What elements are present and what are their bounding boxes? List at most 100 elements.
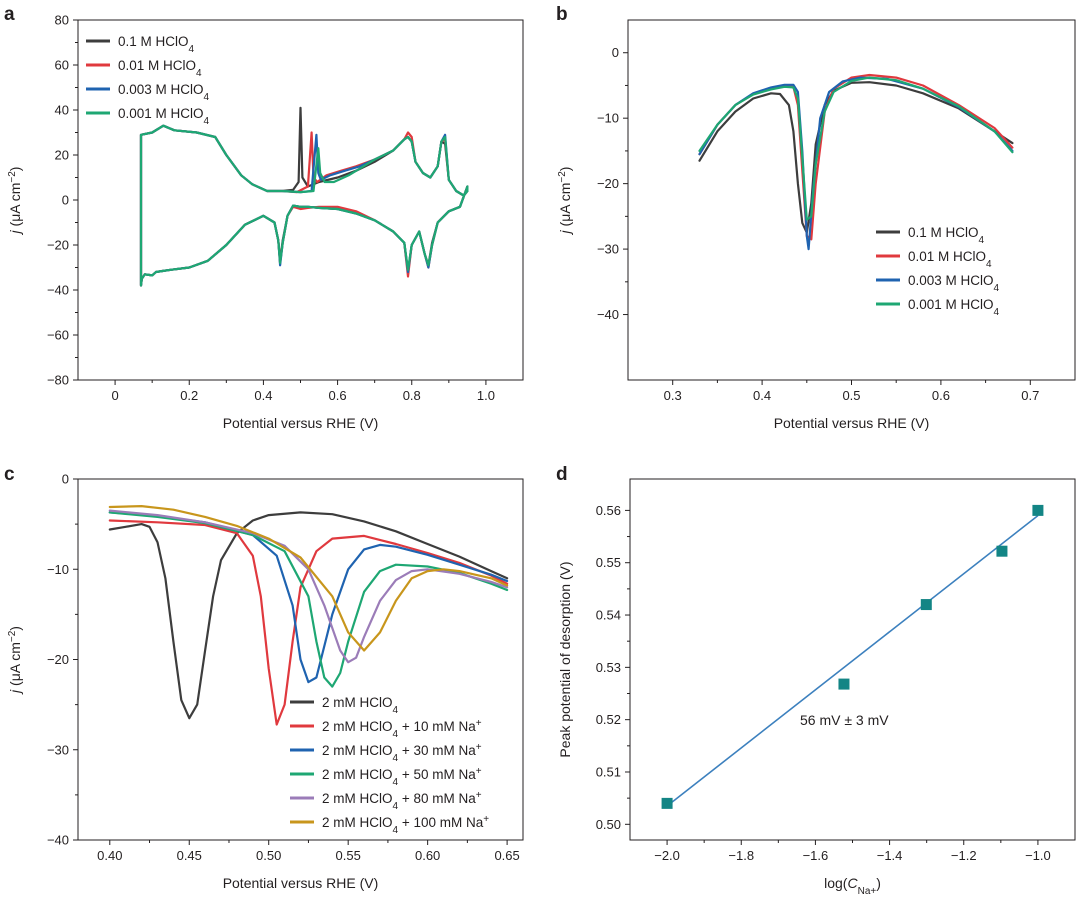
x-tick-label-c: 0.40 — [97, 848, 122, 863]
legend-entry-b-3: 0.001 M HClO4 — [908, 297, 1000, 318]
y-axis-label-d: Peak potential of desorption (V) — [557, 561, 573, 757]
y-axis-label-b: j (μA cm−2) — [557, 167, 574, 236]
y-tick-label-a: −80 — [47, 373, 69, 388]
data-point — [661, 797, 673, 809]
x-tick-label-a: 1.0 — [477, 388, 495, 403]
y-tick-label-d: 0.51 — [596, 764, 621, 779]
x-tick-label-a: 0 — [111, 388, 118, 403]
y-tick-label-c: −40 — [47, 833, 69, 848]
series-line-a-0 — [139, 106, 469, 287]
y-tick-label-a: 0 — [62, 193, 69, 208]
y-tick-label-a: 80 — [55, 13, 69, 28]
series-line-c-1 — [108, 519, 509, 726]
plot-frame-a — [77, 19, 524, 381]
x-tick-label-a: 0.2 — [180, 388, 198, 403]
data-point — [1032, 504, 1044, 516]
data-point — [996, 545, 1008, 557]
y-tick-label-a: 20 — [55, 148, 69, 163]
x-tick-label-b: 0.6 — [932, 388, 950, 403]
y-tick-label-a: −60 — [47, 328, 69, 343]
chart-c: 0.40 0.45 0.50 0.55 0.60 0.65 −40 −30 −20 −10 0 j (… — [7, 472, 524, 891]
y-tick-label-d: 0.54 — [596, 608, 621, 623]
series-line-c-4 — [108, 509, 509, 664]
legend-entry-b-1: 0.01 M HClO4 — [908, 249, 992, 270]
x-tick-label-d: −1.0 — [1025, 848, 1051, 863]
data-point — [920, 599, 932, 611]
x-tick-label-d: −2.0 — [654, 848, 680, 863]
legend-entry-a-0: 0.1 M HClO4 — [118, 34, 195, 55]
panel-label-c: c — [4, 464, 15, 485]
legend-entry-c-3: 2 mM HClO4 + 50 mM Na+ — [322, 766, 482, 788]
y-tick-label-b: −20 — [597, 176, 619, 191]
x-axis-label-d: log(CNa+) — [824, 875, 881, 897]
x-tick-label-c: 0.50 — [256, 848, 281, 863]
x-tick-label-c: 0.60 — [415, 848, 440, 863]
series-line-c-0 — [108, 511, 509, 720]
legend-entry-a-1: 0.01 M HClO4 — [118, 58, 202, 79]
y-tick-label-c: −20 — [47, 652, 69, 667]
series-line-a-1 — [139, 124, 469, 287]
y-tick-label-b: 0 — [612, 45, 619, 60]
data-point — [838, 678, 850, 690]
x-tick-label-c: 0.65 — [494, 848, 519, 863]
x-axis-label-b: Potential versus RHE (V) — [774, 415, 930, 431]
x-tick-label-c: 0.55 — [336, 848, 361, 863]
chart-a: 0 0.2 0.4 0.6 0.8 1.0 −80 −60 −40 −20 0 20 40 60 80 j (… — [7, 13, 524, 431]
plot-frame-d — [629, 478, 1076, 841]
legend-entry-b-0: 0.1 M HClO4 — [908, 225, 985, 246]
x-axis-label-c: Potential versus RHE (V) — [223, 875, 379, 891]
y-tick-label-d: 0.56 — [596, 503, 621, 518]
x-tick-label-b: 0.3 — [664, 388, 682, 403]
y-tick-label-d: 0.50 — [596, 817, 621, 832]
y-tick-label-c: −30 — [47, 742, 69, 757]
legend-entry-c-1: 2 mM HClO4 + 10 mM Na+ — [322, 718, 482, 740]
y-tick-label-a: 60 — [55, 58, 69, 73]
x-tick-label-b: 0.5 — [842, 388, 860, 403]
chart-d: −2.0 −1.8 −1.6 −1.4 −1.2 −1.0 0.50 0.51 0.52 0.53… — [557, 478, 1076, 897]
legend-entry-c-2: 2 mM HClO4 + 30 mM Na+ — [322, 742, 482, 764]
legend-entry-c-4: 2 mM HClO4 + 80 mM Na+ — [322, 790, 482, 812]
x-axis-label-a: Potential versus RHE (V) — [223, 415, 379, 431]
fit-line — [666, 514, 1039, 807]
x-tick-label-c: 0.45 — [177, 848, 202, 863]
series-line-b-0 — [698, 81, 1014, 234]
y-tick-label-d: 0.52 — [596, 712, 621, 727]
x-tick-label-b: 0.7 — [1021, 388, 1039, 403]
panel-label-b: b — [556, 4, 568, 25]
x-tick-label-a: 0.4 — [254, 388, 272, 403]
y-tick-label-c: −10 — [47, 562, 69, 577]
legend-entry-c-5: 2 mM HClO4 + 100 mM Na+ — [322, 814, 489, 836]
plot-frame-b — [627, 19, 1076, 381]
series-line-c-5 — [108, 505, 509, 652]
chart-b: 0.3 0.4 0.5 0.6 0.7 −40 −30 −20 −10 0 j (μA cm−2) P… — [557, 19, 1076, 431]
y-tick-label-d: 0.53 — [596, 660, 621, 675]
panel-label-a: a — [4, 4, 15, 25]
legend-entry-a-3: 0.001 M HClO4 — [118, 106, 210, 127]
y-tick-label-d: 0.55 — [596, 555, 621, 570]
x-tick-label-d: −1.2 — [951, 848, 977, 863]
y-tick-label-c: 0 — [62, 472, 69, 487]
series-line-a-3 — [139, 124, 469, 287]
legend-entry-b-2: 0.003 M HClO4 — [908, 273, 1000, 294]
y-tick-label-a: 40 — [55, 103, 69, 118]
series-line-a-2 — [139, 124, 469, 287]
series-line-b-3 — [698, 76, 1014, 221]
y-tick-label-a: −40 — [47, 283, 69, 298]
y-tick-label-b: −40 — [597, 307, 619, 322]
x-tick-label-a: 0.6 — [329, 388, 347, 403]
legend-entry-a-2: 0.003 M HClO4 — [118, 82, 210, 103]
x-tick-label-d: −1.6 — [803, 848, 829, 863]
y-axis-label-a: j (μA cm−2) — [7, 167, 24, 236]
x-tick-label-d: −1.4 — [877, 848, 903, 863]
panel-label-d: d — [556, 464, 568, 485]
x-tick-label-b: 0.4 — [753, 388, 771, 403]
y-axis-label-c: j (μA cm−2) — [7, 626, 24, 695]
series-line-c-3 — [108, 511, 509, 688]
slope-annotation: 56 mV ± 3 mV — [800, 712, 889, 728]
y-tick-label-b: −30 — [597, 242, 619, 257]
x-tick-label-d: −1.8 — [728, 848, 754, 863]
legend-entry-c-0: 2 mM HClO4 — [322, 695, 399, 716]
y-tick-label-b: −10 — [597, 111, 619, 126]
x-tick-label-a: 0.8 — [403, 388, 421, 403]
